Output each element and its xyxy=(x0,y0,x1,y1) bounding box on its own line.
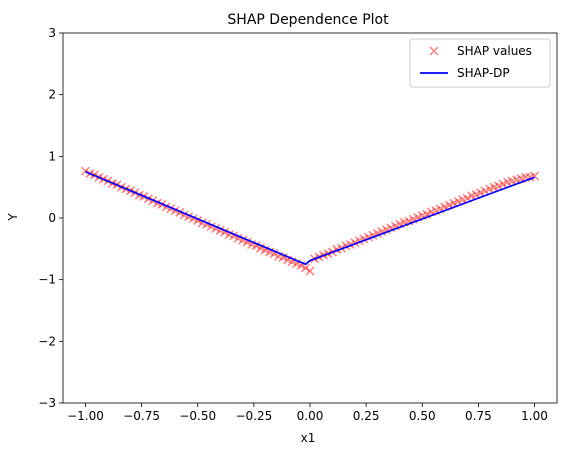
plot-frame xyxy=(62,32,558,404)
legend: SHAP values SHAP-DP xyxy=(409,38,551,88)
x-tick-label: 1.00 xyxy=(521,409,548,423)
shap-value-point xyxy=(300,263,311,273)
shap-value-point xyxy=(269,249,279,259)
chart-title: SHAP Dependence Plot xyxy=(227,12,389,28)
x-tick-label: 0.00 xyxy=(297,409,324,423)
x-tick-label: −1.00 xyxy=(67,409,104,423)
legend-label-shap-values: SHAP values xyxy=(457,44,532,58)
x-tick-label: −0.25 xyxy=(235,409,272,423)
plot-area xyxy=(62,32,558,404)
y-axis-ticks: −3 −2 −1 0 1 2 3 xyxy=(38,26,63,410)
x-tick-label: 0.50 xyxy=(409,409,436,423)
shap-value-point xyxy=(80,166,90,176)
x-tick-label: −0.75 xyxy=(123,409,160,423)
shap-value-point xyxy=(278,252,288,262)
y-tick-label: 3 xyxy=(48,26,56,40)
y-axis-label: Y xyxy=(6,213,20,222)
x-axis-label: x1 xyxy=(301,431,316,445)
shap-dp-line xyxy=(85,170,535,266)
y-tick-label: −2 xyxy=(38,334,56,348)
y-tick-label: 1 xyxy=(48,149,56,163)
legend-box xyxy=(409,38,551,88)
y-tick-label: −1 xyxy=(38,273,56,287)
y-tick-label: 2 xyxy=(48,88,56,102)
legend-label-shap-dp: SHAP-DP xyxy=(457,66,510,80)
y-tick-label: 0 xyxy=(48,211,56,225)
shap-value-point xyxy=(305,266,315,276)
legend-marker-shap-values xyxy=(429,46,439,56)
x-tick-label: −0.50 xyxy=(179,409,216,423)
y-tick-label: −3 xyxy=(38,396,56,410)
x-tick-label: 0.25 xyxy=(353,409,380,423)
x-tick-label: 0.75 xyxy=(465,409,492,423)
x-axis-ticks: −1.00 −0.75 −0.50 −0.25 0.00 0.25 0.50 0.75 1.00 xyxy=(67,403,548,423)
